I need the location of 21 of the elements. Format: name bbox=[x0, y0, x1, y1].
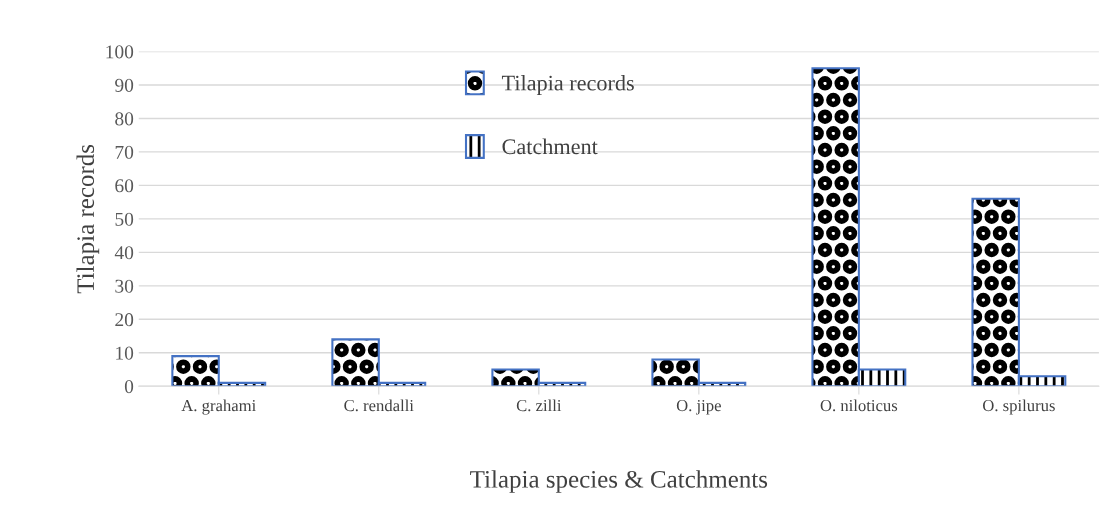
y-tick-label: 90 bbox=[115, 78, 134, 92]
x-tick-label: C. rendalli bbox=[344, 399, 414, 412]
y-tick-label: 10 bbox=[116, 346, 134, 360]
y-tick-label: 70 bbox=[115, 145, 134, 159]
y-tick-label: 50 bbox=[115, 212, 134, 226]
y-tick-label: 30 bbox=[115, 279, 134, 293]
x-tick-label: C. zilli bbox=[516, 399, 562, 412]
legend-label: Tilapia records bbox=[501, 74, 634, 96]
x-axis-title: Tilapia species & Catchments bbox=[470, 470, 768, 493]
x-tick-label: O. niloticus bbox=[820, 399, 898, 412]
y-tick-label: 0 bbox=[124, 380, 134, 394]
y-tick-label: 40 bbox=[114, 246, 134, 260]
y-tick-label: 60 bbox=[115, 179, 134, 193]
x-tick-label: O. jipe bbox=[676, 399, 721, 415]
x-tick-label: O. spilurus bbox=[983, 399, 1055, 415]
x-tick-label: A. grahami bbox=[181, 399, 256, 415]
y-tick-label: 20 bbox=[115, 313, 134, 327]
y-axis-title: Tilapia records bbox=[76, 144, 100, 294]
legend-label: Catchment bbox=[502, 138, 598, 155]
y-tick-label: 100 bbox=[106, 45, 134, 59]
y-tick-label: 80 bbox=[115, 112, 134, 126]
